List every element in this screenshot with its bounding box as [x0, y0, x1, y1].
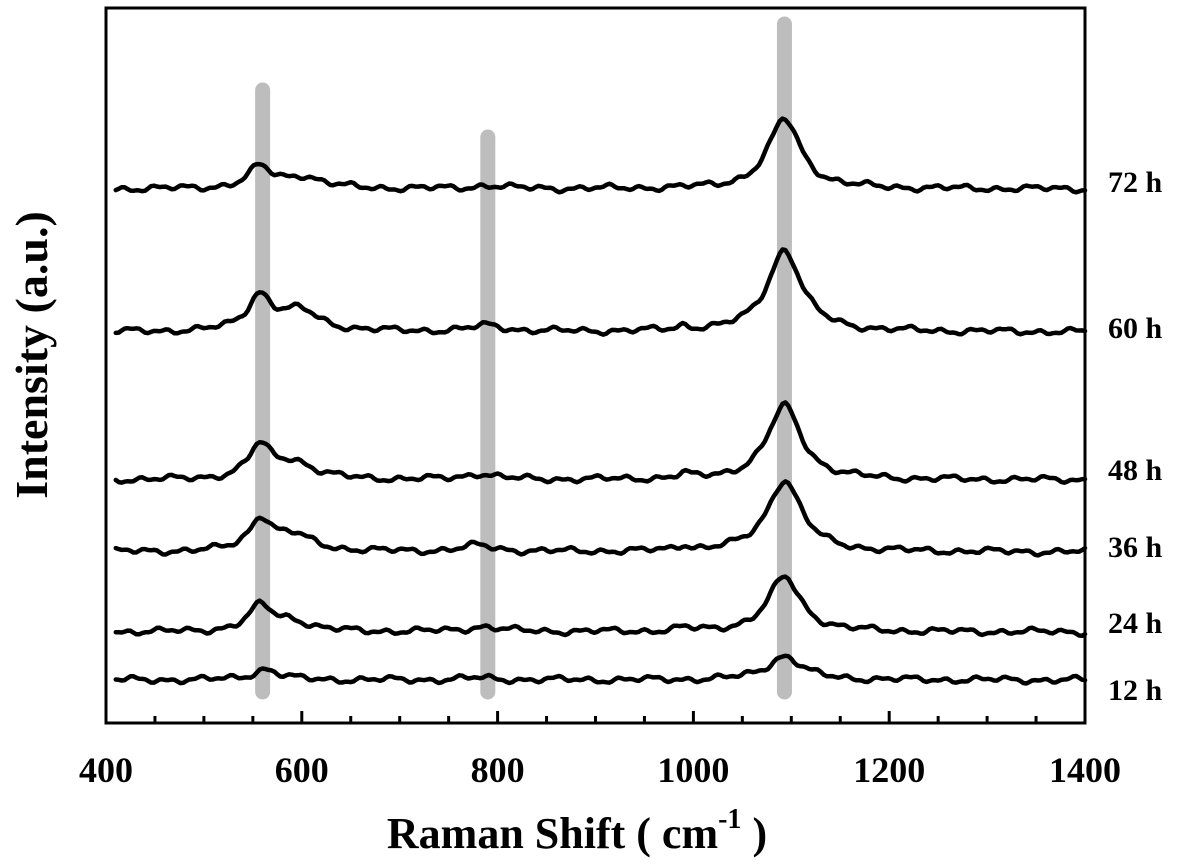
series-labels: 12 h 24 h 36 h 48 h 60 h 72 h: [1108, 166, 1163, 707]
x-tick-label: 800: [471, 750, 525, 790]
highlight-bands: [255, 16, 792, 700]
x-tick-label: 600: [275, 750, 329, 790]
x-axis-tick-labels: 400 600 800 1000 1200 1400: [79, 750, 1121, 790]
x-tick-label: 1400: [1049, 750, 1121, 790]
y-axis-label: Intensity (a.u.): [6, 211, 57, 499]
x-axis-label: Raman Shift ( cm-1 ): [387, 804, 767, 858]
x-axis-ticks: [104, 711, 1087, 723]
series-label: 72 h: [1108, 166, 1163, 199]
series-lines: [113, 116, 1088, 686]
series-line: [113, 400, 1088, 485]
x-tick-label: 1000: [657, 750, 729, 790]
x-tick-label: 1200: [853, 750, 925, 790]
series-label: 12 h: [1108, 674, 1163, 707]
series-label: 24 h: [1108, 607, 1163, 640]
series-line: [113, 247, 1088, 337]
series-label: 60 h: [1108, 312, 1163, 345]
series-label: 48 h: [1108, 454, 1163, 487]
series-line: [113, 653, 1088, 686]
series-label: 36 h: [1108, 531, 1163, 564]
series-line: [113, 116, 1088, 195]
x-tick-label: 400: [79, 750, 133, 790]
series-line: [113, 574, 1088, 639]
plot-frame: [104, 6, 1087, 725]
series-line: [113, 479, 1088, 558]
